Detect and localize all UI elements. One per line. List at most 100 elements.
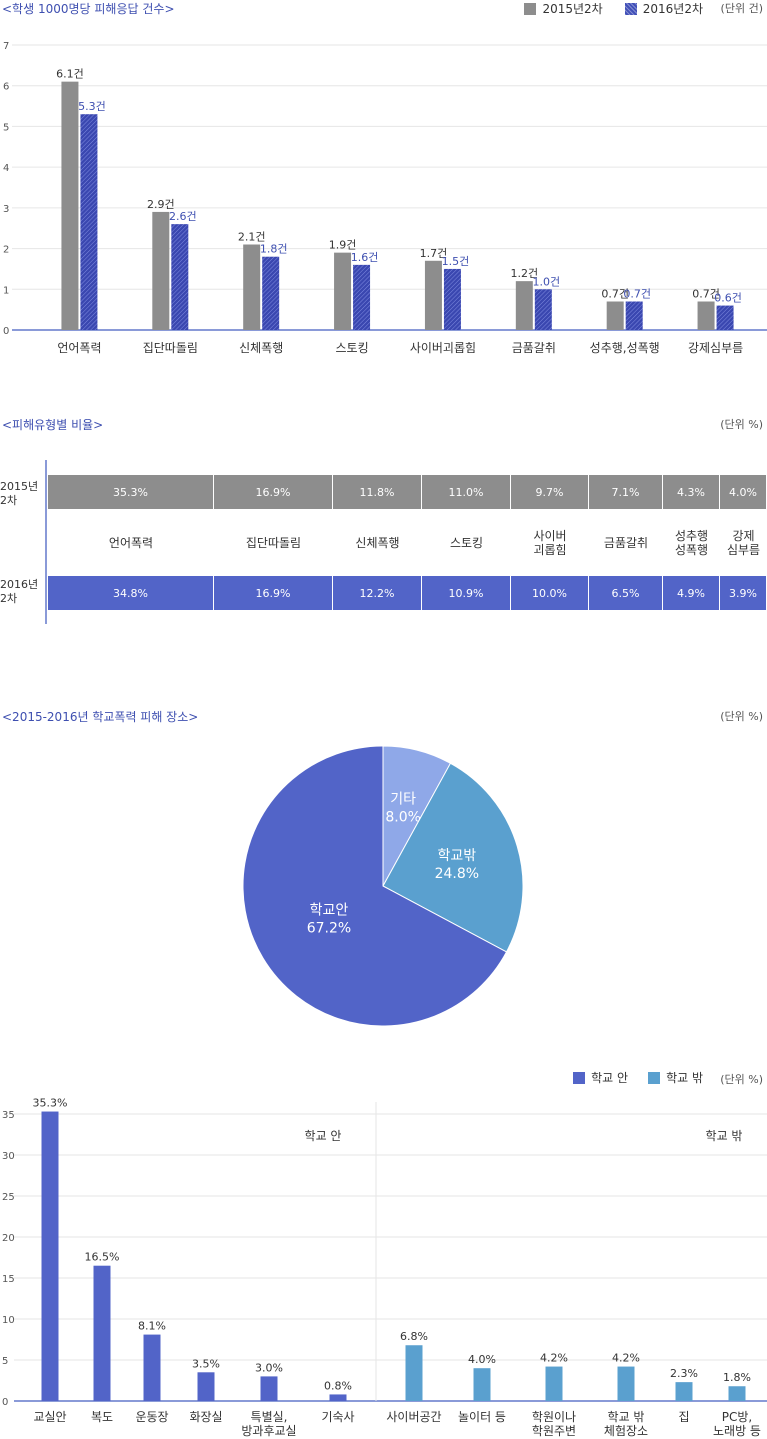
row-label-2016: 2016년 2차 — [0, 578, 39, 605]
bar-2015 — [334, 252, 352, 330]
bar-label-2015: 2.1건 — [238, 231, 266, 244]
bar-2015 — [515, 281, 533, 330]
location-bar — [545, 1366, 563, 1401]
ratio-cell: 16.9% — [214, 576, 333, 610]
location-bar-label: 1.8% — [723, 1371, 751, 1384]
ratio-cell: 10.9% — [422, 576, 511, 610]
location-bar — [93, 1265, 111, 1401]
y-tick-label: 0 — [3, 326, 9, 337]
y-tick-label: 4 — [3, 163, 9, 174]
y-tick-label: 1 — [3, 285, 9, 296]
location-bar-label: 4.0% — [468, 1353, 496, 1366]
legend-label-2015: 2015년2차 — [542, 2, 603, 16]
location-category-label: 사이버공간 — [386, 1410, 441, 1424]
ratio-category-row: 언어폭력 집단따돌림 신체폭행 스토킹 사이버 괴롭힘 금품갈취 성추행 성폭행 강제 심부름 — [48, 518, 767, 568]
chart2-title: <피해유형별 비율> — [2, 418, 104, 432]
bar-label-2016: 1.6건 — [351, 251, 379, 264]
ratio-cell: 16.9% — [214, 475, 333, 509]
bar-2016 — [353, 264, 371, 330]
location-category-label: 화장실 — [189, 1410, 222, 1424]
bar-2016 — [625, 301, 643, 330]
row-label-2015: 2015년 2차 — [0, 480, 39, 507]
ratio-category-label: 신체폭행 — [355, 536, 400, 550]
bar-label-2016: 1.5건 — [442, 255, 470, 268]
legend-label-inside: 학교 안 — [591, 1071, 629, 1085]
location-bar — [405, 1345, 423, 1401]
ratio-cell: 6.5% — [589, 576, 663, 610]
bar-2016 — [716, 305, 734, 330]
ratio-cell: 4.0% — [720, 475, 767, 509]
location-category-label: 복도 — [91, 1410, 113, 1424]
y-tick-label: 5 — [2, 1356, 8, 1367]
bar-label-2015: 0.7건 — [601, 288, 629, 301]
ratio-category-label: 사이버 괴롭힘 — [533, 529, 567, 557]
bar-2016 — [262, 256, 280, 330]
y-tick-label: 5 — [3, 122, 9, 133]
x-category-label: 언어폭력 — [57, 341, 101, 355]
legend-label-2016: 2016년2차 — [642, 2, 703, 16]
bar-label-2015: 1.7건 — [420, 247, 448, 260]
ratio-cell: 34.8% — [48, 576, 214, 610]
ratio-category-label: 집단따돌림 — [245, 536, 302, 550]
legend-swatch-inside — [573, 1071, 586, 1084]
y-tick-label: 2 — [3, 245, 9, 256]
chart4-legend: 학교 안 학교 밖 — [573, 1069, 703, 1086]
y-tick-label: 25 — [2, 1192, 15, 1203]
location-bar-label: 4.2% — [540, 1352, 568, 1365]
pie-slice-value: 8.0% — [385, 809, 421, 825]
location-bar-label: 3.5% — [192, 1357, 220, 1370]
location-bar — [675, 1382, 693, 1401]
legend-label-outside: 학교 밖 — [666, 1071, 703, 1085]
location-category-label: 학원이나 학원주변 — [532, 1410, 576, 1438]
ratio-cell: 10.0% — [511, 576, 589, 610]
bar-2016 — [80, 114, 98, 330]
chart1-title: <학생 1000명당 피해응답 건수> — [2, 2, 175, 16]
chart3-svg: 기타 8.0% 학교밖 24.8% 학교안 67.2% — [242, 745, 524, 1027]
chart4-unit: (단위 %) — [720, 1073, 763, 1086]
chart2-unit: (단위 %) — [720, 418, 763, 431]
chart1-legend: 2015년2차 2016년2차 — [524, 0, 703, 17]
ratio-cell: 35.3% — [48, 475, 214, 509]
pie-slice-name: 학교밖 — [437, 848, 476, 864]
group-label-outside: 학교 밖 — [706, 1129, 743, 1143]
y-tick-label: 15 — [2, 1274, 15, 1285]
ratio-cell: 9.7% — [511, 475, 589, 509]
group-label-inside: 학교 안 — [305, 1129, 342, 1143]
location-category-label: 특별실, 방과후교실 — [241, 1410, 296, 1438]
location-bar-label: 3.0% — [255, 1361, 283, 1374]
location-bar-label: 4.2% — [612, 1352, 640, 1365]
ratio-cell: 3.9% — [720, 576, 767, 610]
bar-label-2015: 2.9건 — [147, 198, 175, 211]
y-tick-label: 3 — [3, 204, 9, 215]
location-category-label: 기숙사 — [321, 1410, 354, 1424]
chart3-title: <2015-2016년 학교폭력 피해 장소> — [2, 710, 199, 724]
y-tick-label: 20 — [2, 1233, 15, 1244]
bar-label-2016: 0.7건 — [623, 288, 651, 301]
ratio-cell: 7.1% — [589, 475, 663, 509]
location-category-label: 놀이터 등 — [458, 1410, 506, 1424]
bar-label-2015: 0.7건 — [692, 288, 720, 301]
location-bar — [329, 1394, 347, 1401]
location-bar — [41, 1111, 59, 1401]
chart2-axis-line — [45, 460, 47, 624]
bar-2015 — [606, 301, 624, 330]
bar-2016 — [171, 224, 189, 330]
x-category-label: 스토킹 — [336, 341, 369, 355]
location-bar — [143, 1334, 161, 1401]
bar-label-2015: 1.2건 — [511, 267, 539, 280]
bar-2016 — [534, 289, 552, 330]
bar-2015 — [152, 211, 170, 330]
y-tick-label: 6 — [3, 82, 9, 93]
chart4-svg: 0 5 10 15 20 25 30 35 학교 안 학교 밖 35.3% 교실안 16.5% 복도 8.1… — [2, 1097, 767, 1438]
ratio-cell: 12.2% — [333, 576, 422, 610]
location-bar — [260, 1376, 278, 1401]
x-category-label: 강제심부름 — [688, 341, 743, 355]
ratio-cell: 4.3% — [663, 475, 720, 509]
location-category-label: 학교 밖 체험장소 — [604, 1410, 648, 1438]
location-category-label: 운동장 — [135, 1410, 168, 1424]
location-category-label: 교실안 — [33, 1410, 66, 1424]
bar-label-2016: 0.6건 — [714, 292, 742, 305]
ratio-cell: 4.9% — [663, 576, 720, 610]
pie-slice-name: 학교안 — [310, 902, 349, 918]
